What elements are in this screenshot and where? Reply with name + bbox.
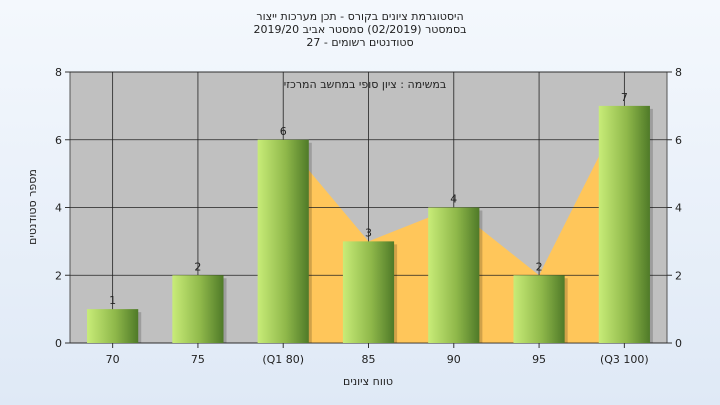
bar-value-label: 6	[280, 125, 287, 138]
x-axis-label: טווח ציונים	[343, 375, 393, 388]
bar-value-label: 3	[365, 226, 372, 239]
chart-title-line-2: בסמסטר (02/2019) סמסטר אביב 2019/20	[253, 23, 467, 36]
y-tick-label-left: 4	[55, 202, 62, 215]
bar-value-label: 2	[536, 260, 543, 273]
chart-title-line-3: סטודנטים רשומים - 27	[306, 36, 414, 49]
x-tick-label: 70	[106, 353, 120, 366]
x-tick-label: (Q3 100)	[600, 353, 649, 366]
x-tick-label: 75	[191, 353, 205, 366]
y-tick-label-left: 2	[55, 269, 62, 282]
bar-value-label: 2	[194, 260, 201, 273]
x-tick-label: (Q1 80)	[262, 353, 304, 366]
y-tick-label-right: 6	[675, 134, 682, 147]
y-tick-label-right: 4	[675, 202, 682, 215]
x-tick-label: 95	[532, 353, 546, 366]
y-tick-label-left: 6	[55, 134, 62, 147]
chart-title-line-1: היסטוגרמת ציונים בקורס - תכן מערכות ייצו…	[256, 10, 464, 23]
bar	[87, 309, 139, 343]
y-tick-label-right: 2	[675, 269, 682, 282]
annotation-text: במשימה : ציון סופי במחשב המרכזי	[284, 78, 447, 91]
bar	[428, 207, 480, 343]
y-tick-label-left: 8	[55, 66, 62, 79]
bar	[172, 275, 224, 343]
y-tick-label-right: 0	[675, 337, 682, 350]
bar-value-label: 7	[621, 91, 628, 104]
bar-value-label: 4	[450, 193, 457, 206]
y-tick-label-left: 0	[55, 337, 62, 350]
y-tick-label-right: 8	[675, 66, 682, 79]
x-tick-label: 85	[362, 353, 376, 366]
y-axis-label: מספר סטודנטים	[26, 169, 39, 245]
bar	[257, 139, 309, 343]
x-tick-label: 90	[447, 353, 461, 366]
bar	[513, 275, 565, 343]
bar-value-label: 1	[109, 294, 116, 307]
bar	[342, 241, 395, 343]
chart-title: היסטוגרמת ציונים בקורס - תכן מערכות ייצו…	[0, 10, 720, 49]
bar	[598, 105, 650, 343]
